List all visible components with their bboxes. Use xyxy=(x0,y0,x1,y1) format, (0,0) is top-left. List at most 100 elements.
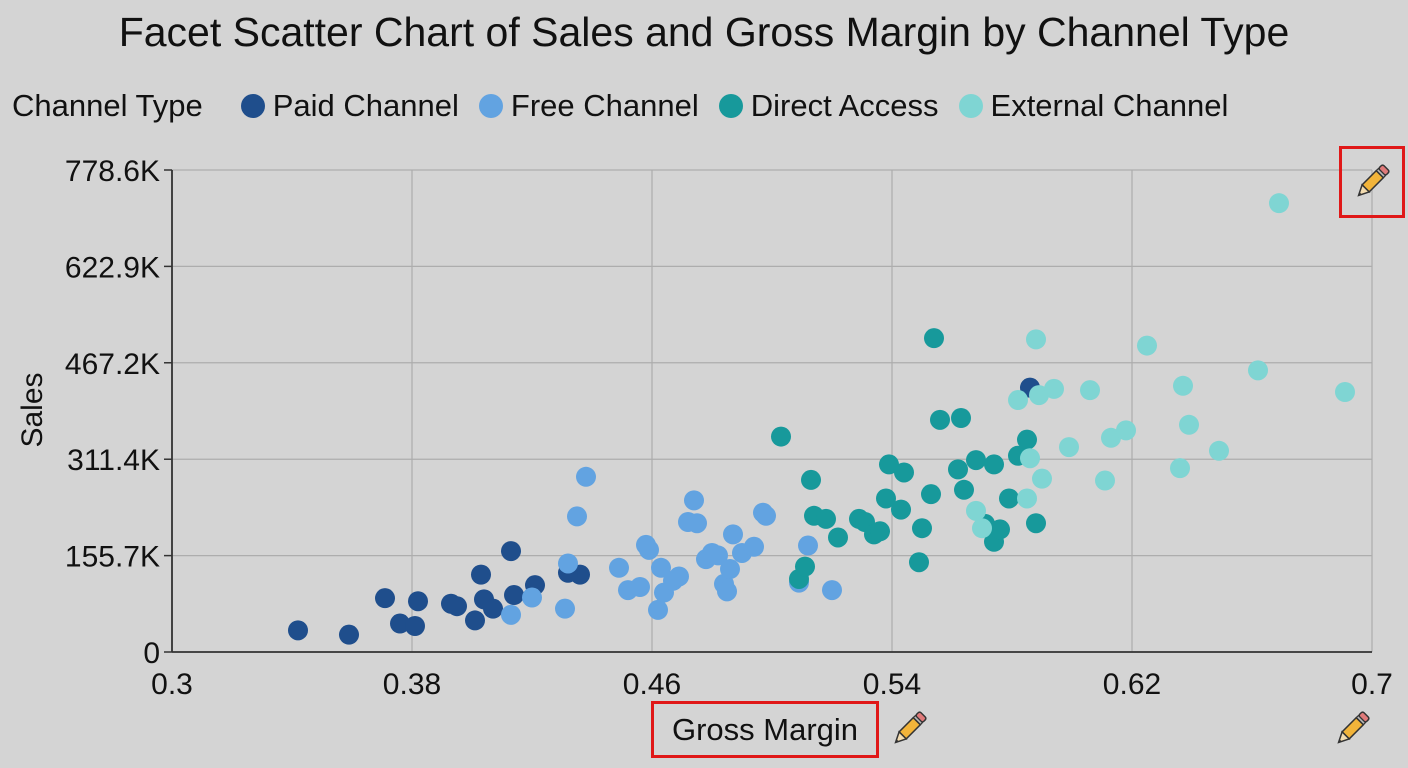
data-point xyxy=(1101,427,1121,448)
legend-swatch xyxy=(240,94,265,118)
data-point xyxy=(816,508,836,529)
data-point xyxy=(1020,448,1040,469)
data-point xyxy=(555,598,575,619)
legend-item[interactable]: Direct Access xyxy=(718,88,939,124)
legend-label: External Channel xyxy=(990,88,1229,123)
data-point xyxy=(1017,488,1037,509)
data-point xyxy=(567,506,587,527)
x-axis-label[interactable]: Gross Margin xyxy=(651,701,879,758)
data-point xyxy=(1080,380,1100,401)
chart-title: Facet Scatter Chart of Sales and Gross M… xyxy=(118,9,1290,55)
data-point xyxy=(756,505,776,526)
data-point xyxy=(501,541,521,562)
grid-lines xyxy=(171,169,1373,653)
data-point xyxy=(609,557,629,578)
y-tick-label: 0 xyxy=(143,637,160,670)
data-point xyxy=(1137,335,1157,356)
data-point xyxy=(771,426,791,447)
data-point xyxy=(966,500,986,521)
legend-items: Paid Channel Free Channel Direct Access Ext… xyxy=(240,88,1249,124)
data-point xyxy=(1248,360,1268,381)
edit-x-label-button[interactable] xyxy=(887,707,931,751)
legend: Channel Type Paid Channel Free Channel Dir… xyxy=(12,84,1248,128)
data-point xyxy=(972,518,992,539)
data-point xyxy=(879,454,899,475)
data-point xyxy=(951,407,971,428)
legend-swatch xyxy=(478,94,503,118)
data-point xyxy=(390,613,410,634)
legend-item[interactable]: External Channel xyxy=(958,88,1229,124)
data-point xyxy=(984,454,1004,475)
legend-title: Channel Type xyxy=(12,88,203,123)
y-tick-label: 622.9K xyxy=(65,251,160,284)
data-point xyxy=(717,581,737,602)
edit-axis-button[interactable] xyxy=(1330,707,1374,751)
y-tick-label: 467.2K xyxy=(65,348,160,381)
x-tick-label: 0.46 xyxy=(623,668,681,701)
data-point xyxy=(870,521,890,542)
data-point xyxy=(1017,429,1037,450)
data-point xyxy=(1173,375,1193,396)
data-point xyxy=(954,479,974,500)
data-point xyxy=(522,587,542,608)
data-points xyxy=(288,193,1355,645)
data-point xyxy=(720,559,740,580)
data-point xyxy=(930,409,950,430)
data-point xyxy=(288,620,308,641)
data-point xyxy=(408,591,428,612)
data-point xyxy=(465,610,485,631)
tick-labels: 0.3 0.38 0.46 0.54 0.62 0.7 0 155.7K 311.4K 467.2… xyxy=(65,155,1393,701)
data-point xyxy=(876,488,896,509)
legend-item[interactable]: Paid Channel xyxy=(240,88,459,124)
data-point xyxy=(924,328,944,349)
x-axis-label-text: Gross Margin xyxy=(671,711,859,747)
data-point xyxy=(405,615,425,636)
axes xyxy=(164,169,1372,653)
data-point xyxy=(576,466,596,487)
data-point xyxy=(501,604,521,625)
data-point xyxy=(651,557,671,578)
x-tick-label: 0.7 xyxy=(1351,668,1393,701)
data-point xyxy=(687,513,707,534)
data-point xyxy=(669,566,689,587)
data-point xyxy=(894,462,914,483)
data-point xyxy=(1116,420,1136,441)
data-point xyxy=(1029,385,1049,406)
data-point xyxy=(990,519,1010,540)
y-tick-label: 155.7K xyxy=(65,541,160,574)
legend-label: Free Channel xyxy=(510,88,699,123)
data-point xyxy=(639,539,659,560)
data-point xyxy=(375,588,395,609)
data-point xyxy=(822,580,842,601)
data-point xyxy=(1026,329,1046,350)
pencil-icon xyxy=(1357,164,1390,197)
data-point xyxy=(912,518,932,539)
data-point xyxy=(708,545,728,566)
data-point xyxy=(471,564,491,585)
edit-chart-button[interactable] xyxy=(1339,146,1405,218)
legend-item[interactable]: Free Channel xyxy=(478,88,699,124)
data-point xyxy=(1170,458,1190,479)
data-point xyxy=(795,556,815,577)
data-point xyxy=(1044,378,1064,399)
x-tick-label: 0.3 xyxy=(151,668,193,701)
data-point xyxy=(504,585,524,606)
legend-label: Direct Access xyxy=(750,88,939,123)
data-point xyxy=(1008,390,1028,411)
pencil-icon xyxy=(894,711,927,744)
data-point xyxy=(447,596,467,617)
data-point xyxy=(1269,193,1289,214)
y-tick-label: 311.4K xyxy=(67,444,160,477)
data-point xyxy=(630,576,650,597)
pencil-icon xyxy=(1337,711,1370,744)
data-point xyxy=(1209,440,1229,461)
data-point xyxy=(798,535,818,556)
data-point xyxy=(909,552,929,573)
data-point xyxy=(1026,513,1046,534)
data-point xyxy=(558,553,578,574)
data-point xyxy=(684,490,704,511)
data-point xyxy=(483,598,503,619)
data-point xyxy=(744,536,764,557)
data-point xyxy=(891,499,911,520)
